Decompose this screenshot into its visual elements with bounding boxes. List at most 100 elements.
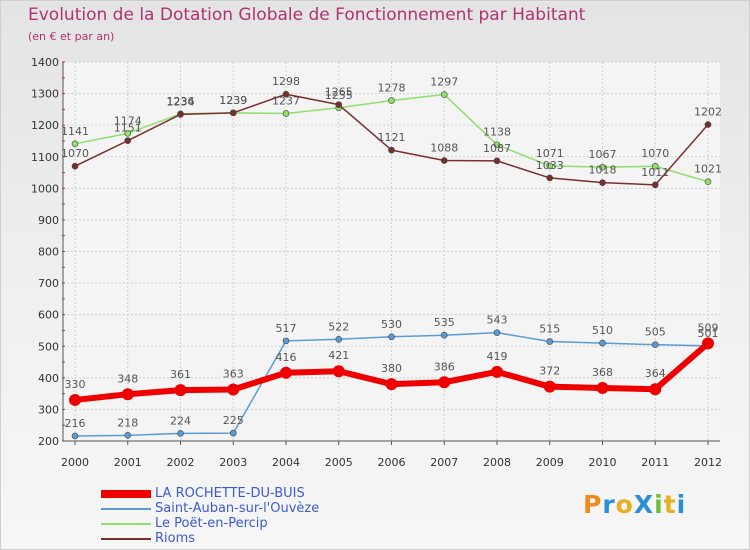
data-label: 1087 bbox=[483, 142, 511, 155]
data-label: 1298 bbox=[272, 75, 300, 88]
data-point bbox=[493, 329, 501, 336]
data-point bbox=[599, 179, 606, 186]
data-point bbox=[229, 109, 237, 117]
data-point bbox=[704, 121, 712, 128]
data-point bbox=[335, 336, 343, 343]
data-point bbox=[174, 384, 187, 397]
data-point bbox=[71, 432, 79, 440]
data-label: 1239 bbox=[219, 94, 247, 107]
proxiti-logo: ProXiti bbox=[583, 490, 687, 519]
data-point bbox=[599, 163, 606, 171]
data-label: 505 bbox=[645, 326, 666, 339]
data-label: 515 bbox=[539, 323, 560, 336]
y-tick-label: 200 bbox=[38, 435, 59, 448]
data-label: 216 bbox=[65, 417, 86, 430]
legend-label: Le Poët-en-Percip bbox=[155, 516, 268, 531]
data-label: 1265 bbox=[325, 86, 353, 99]
data-label: 1237 bbox=[272, 94, 300, 107]
data-label: 1033 bbox=[536, 159, 564, 172]
data-point bbox=[651, 162, 659, 170]
data-point bbox=[124, 432, 132, 439]
x-tick-label: 2001 bbox=[114, 456, 142, 469]
data-label: 416 bbox=[276, 351, 297, 364]
data-label: 1236 bbox=[167, 95, 195, 108]
data-label: 1297 bbox=[430, 76, 458, 89]
data-label: 380 bbox=[381, 362, 402, 375]
data-label: 421 bbox=[328, 349, 349, 362]
legend-swatch bbox=[101, 508, 151, 510]
x-tick-label: 2002 bbox=[167, 456, 195, 469]
data-label: 1234 bbox=[167, 95, 195, 108]
data-point bbox=[335, 101, 343, 108]
data-label: 517 bbox=[276, 322, 297, 335]
data-label: 1141 bbox=[61, 125, 89, 138]
data-label: 224 bbox=[170, 414, 191, 427]
data-label: 419 bbox=[487, 350, 508, 363]
chart-subtitle: (en € et par an) bbox=[28, 30, 115, 43]
data-point bbox=[596, 381, 609, 394]
data-label: 509 bbox=[698, 321, 719, 334]
data-label: 510 bbox=[592, 324, 613, 337]
data-point bbox=[332, 365, 345, 378]
data-point bbox=[651, 341, 659, 348]
data-point bbox=[385, 378, 398, 391]
legend-label: Saint-Auban-sur-l'Ouvèze bbox=[155, 501, 320, 516]
data-point bbox=[124, 130, 132, 137]
y-tick-label: 300 bbox=[38, 403, 59, 416]
x-tick-label: 2009 bbox=[536, 456, 564, 469]
data-label: 530 bbox=[381, 318, 402, 331]
data-point bbox=[440, 157, 448, 164]
data-point bbox=[71, 162, 79, 170]
data-point bbox=[702, 337, 714, 350]
data-label: 1088 bbox=[430, 142, 458, 155]
data-label: 1278 bbox=[378, 82, 406, 95]
data-label: 368 bbox=[592, 366, 613, 379]
x-tick-label: 2008 bbox=[483, 456, 511, 469]
legend-label: LA ROCHETTE-DU-BUIS bbox=[155, 486, 305, 501]
data-label: 372 bbox=[539, 365, 560, 378]
data-label: 1018 bbox=[589, 164, 617, 177]
x-tick-label: 2006 bbox=[378, 456, 406, 469]
data-point bbox=[440, 331, 448, 339]
data-label: 535 bbox=[434, 316, 455, 329]
data-point bbox=[704, 178, 712, 186]
data-label: 364 bbox=[645, 367, 666, 380]
data-label: 501 bbox=[698, 327, 719, 340]
data-point bbox=[388, 333, 395, 341]
x-tick-label: 2011 bbox=[641, 456, 669, 469]
data-label: 1255 bbox=[325, 89, 353, 102]
x-tick-label: 2000 bbox=[61, 456, 89, 469]
data-label: 363 bbox=[223, 368, 244, 381]
y-tick-label: 1400 bbox=[31, 56, 59, 69]
y-tick-label: 1200 bbox=[31, 119, 59, 132]
data-label: 1121 bbox=[378, 131, 406, 144]
y-tick-label: 1000 bbox=[31, 182, 59, 195]
data-label: 1239 bbox=[219, 94, 247, 107]
y-tick-label: 1100 bbox=[31, 151, 59, 164]
x-tick-label: 2003 bbox=[219, 456, 247, 469]
legend-swatch bbox=[101, 490, 151, 498]
data-label: 225 bbox=[223, 414, 244, 427]
y-tick-label: 800 bbox=[38, 246, 59, 259]
data-point bbox=[388, 146, 395, 154]
data-point bbox=[69, 393, 81, 406]
data-point bbox=[599, 339, 606, 347]
y-tick-label: 400 bbox=[38, 372, 59, 385]
data-label: 1151 bbox=[114, 122, 142, 135]
data-label: 1071 bbox=[536, 147, 564, 160]
data-point bbox=[71, 140, 79, 148]
data-label: 1138 bbox=[483, 126, 511, 139]
data-point bbox=[280, 366, 292, 379]
data-point bbox=[649, 383, 662, 396]
x-tick-label: 2007 bbox=[430, 456, 458, 469]
legend-label: Rioms bbox=[155, 531, 196, 546]
data-point bbox=[282, 90, 290, 98]
data-label: 1202 bbox=[694, 106, 722, 119]
x-tick-label: 2010 bbox=[589, 456, 617, 469]
data-label: 1174 bbox=[114, 114, 142, 127]
chart-title: Evolution de la Dotation Globale de Fonc… bbox=[28, 5, 586, 25]
data-point bbox=[651, 181, 659, 189]
data-label: 1070 bbox=[641, 147, 669, 160]
data-point bbox=[177, 430, 184, 437]
